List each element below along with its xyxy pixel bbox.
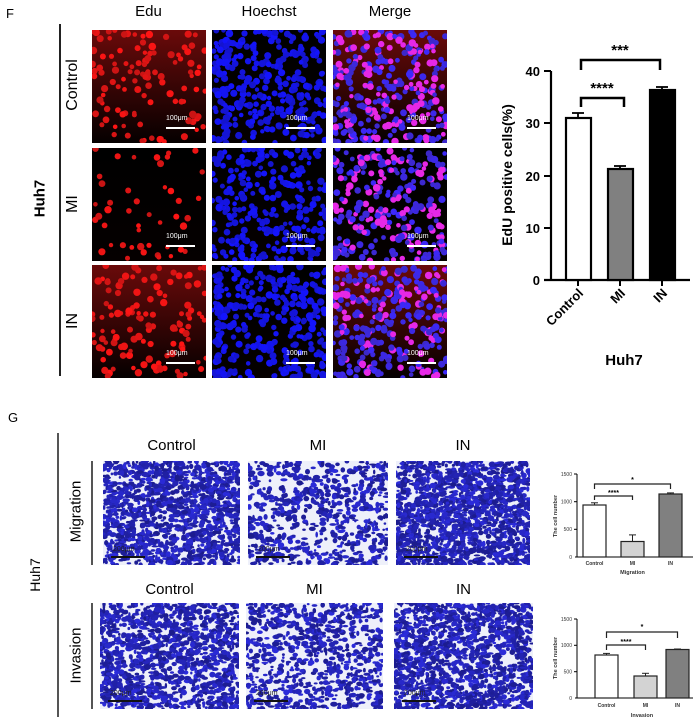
micrograph-in-merge [333,265,447,378]
bar-mi [620,540,645,558]
transwell-image-invasion-mi [246,603,383,709]
scale-bar-label: 100μm [286,350,308,357]
scale-bar [286,245,315,247]
column-header-merge: Merge [368,3,412,20]
bar-control [594,654,619,699]
significance-label-control-mi: **** [590,80,614,97]
transwell-image-invasion-in [394,603,533,709]
scale-bar-label: 200μm [404,690,426,697]
scale-bar [407,245,436,247]
scale-bar-label: 200μm [406,546,428,553]
x-tick-control: Control [543,286,586,329]
x-axis-label: Huh7 [605,352,643,369]
row-label-mi: MI [64,195,81,213]
column-header-hoechst: Hoechst [241,3,297,20]
scale-bar [286,127,315,129]
row-label-invasion: Invasion [67,627,85,684]
scale-bar [404,556,438,558]
x-tick-in: IN [650,286,670,306]
row-bracket-invasion [91,603,93,709]
scale-bar-label: 200μm [256,690,278,697]
micrograph-control-hoechst [212,30,326,143]
bar-in [665,648,690,699]
column-header-in-migration: IN [455,437,471,454]
invasion-bar-chart: 1500 1000 500 0 The cell number **** * C… [553,617,693,719]
migration-bar-chart: 1500 1000 500 0 The cell number **** * C… [553,472,693,576]
x-axis-label: Invasion [631,713,654,719]
micrograph-mi-merge [333,148,447,261]
x-tick-mi: MI [607,286,628,307]
bar-control [564,116,593,282]
bar-mi [606,167,635,282]
scale-bar-label: 100μm [407,115,429,122]
y-tick-10: 10 [526,221,540,236]
scale-bar [402,700,436,702]
significance-bracket-control-mi [579,96,626,107]
row-bracket-migration [91,461,93,565]
micrograph-mi-hoechst [212,148,326,261]
column-header-mi-migration: MI [309,437,327,454]
scale-bar [407,362,436,364]
scale-bar [166,362,195,364]
group-label-huh7: Huh7 [31,179,49,218]
column-header-mi-invasion: MI [306,581,323,598]
significance-bracket-control-in [579,58,662,70]
group-bracket-line-g [57,433,59,717]
column-header-control-invasion: Control [145,581,194,598]
y-tick-20: 20 [526,169,540,184]
transwell-image-invasion-control [100,603,239,709]
scale-bar-label: 200μm [258,546,280,553]
scale-bar-label: 100μm [166,350,188,357]
y-tick-40: 40 [526,64,540,79]
scale-bar [407,127,436,129]
column-header-control-migration: Control [147,437,196,454]
transwell-image-migration-mi [248,461,388,565]
y-tick-0: 0 [533,273,540,288]
scale-bar [254,700,288,702]
y-axis-label: The cell number [553,636,559,679]
y-axis-label: The cell number [553,494,559,537]
scale-bar-label: 200μm [110,690,132,697]
micrograph-in-edu [92,265,206,378]
micrograph-in-hoechst [212,265,326,378]
group-bracket-line [59,24,61,376]
bar-in [648,88,677,282]
bar-mi [633,675,658,699]
scale-bar [286,362,315,364]
group-label-huh7-g: Huh7 [27,558,43,592]
row-label-migration: Migration [67,480,85,543]
scale-bar [166,245,195,247]
scale-bar-label: 100μm [286,115,308,122]
micrograph-control-edu [92,30,206,143]
scale-bar-label: 100μm [286,233,308,240]
edu-positive-bar-chart: 40 30 20 10 0 EdU positive cells(%) ****… [499,42,690,369]
significance-label-control-in: *** [611,42,629,59]
transwell-image-migration-control [103,461,240,565]
micrograph-mi-edu [92,148,206,261]
micrograph-control-merge [333,30,447,143]
bar-control [582,504,607,558]
scale-bar-label: 200μm [113,546,135,553]
column-header-edu: Edu [135,3,162,20]
scale-bar [256,556,290,558]
x-axis-label: Migration [620,570,645,576]
scale-bar [166,127,195,129]
bar-in [658,493,683,558]
row-label-control: Control [64,59,81,111]
column-header-in-invasion: IN [456,581,471,598]
scale-bar-label: 100μm [407,233,429,240]
scale-bar [111,556,145,558]
scale-bar-label: 100μm [166,233,188,240]
scale-bar-label: 100μm [407,350,429,357]
row-label-in: IN [64,313,81,329]
transwell-image-migration-in [396,461,530,565]
panel-letter-f: F [6,6,14,21]
scale-bar [108,700,142,702]
scale-bar-label: 100μm [166,115,188,122]
panel-letter-g: G [8,410,19,425]
y-tick-30: 30 [526,116,540,131]
y-axis-label: EdU positive cells(%) [499,104,515,246]
